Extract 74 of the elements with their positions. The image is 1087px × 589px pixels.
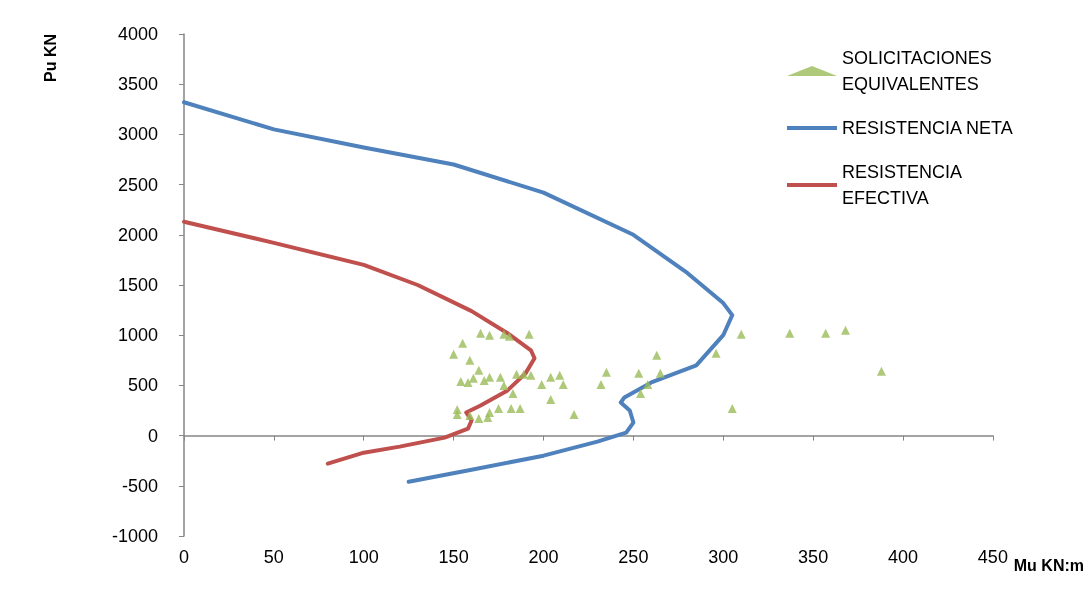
point bbox=[546, 394, 556, 404]
point bbox=[485, 408, 495, 418]
point bbox=[456, 376, 466, 386]
point bbox=[519, 369, 529, 379]
point bbox=[449, 349, 459, 359]
y-tick-label: 2500 bbox=[117, 174, 158, 195]
point bbox=[596, 379, 606, 389]
point bbox=[601, 367, 611, 377]
x-tick-label: 200 bbox=[528, 547, 559, 567]
x-tick-label: 100 bbox=[348, 547, 379, 567]
x-tick-label: 50 bbox=[263, 547, 284, 567]
point bbox=[494, 403, 504, 413]
point bbox=[569, 410, 579, 420]
point bbox=[474, 414, 484, 424]
point bbox=[555, 370, 565, 380]
point bbox=[655, 368, 665, 378]
point bbox=[524, 329, 534, 339]
x-tick-label: 150 bbox=[438, 547, 469, 567]
x-tick-label: 400 bbox=[887, 547, 919, 567]
point bbox=[463, 377, 473, 387]
point bbox=[495, 372, 505, 382]
point bbox=[474, 365, 484, 375]
point bbox=[711, 348, 721, 358]
x-tick-label: 350 bbox=[798, 547, 829, 567]
y-tick-label: 4000 bbox=[117, 24, 158, 44]
point bbox=[821, 328, 831, 338]
point bbox=[652, 350, 662, 360]
x-tick-label: 0 bbox=[178, 547, 190, 567]
point bbox=[458, 338, 468, 348]
point bbox=[736, 329, 746, 339]
point bbox=[636, 388, 646, 398]
y-tick-label: 0 bbox=[147, 425, 158, 446]
point bbox=[546, 372, 556, 382]
point bbox=[537, 379, 547, 389]
point bbox=[479, 375, 489, 385]
point bbox=[465, 411, 475, 421]
point bbox=[634, 368, 644, 378]
y-tick-label: 2000 bbox=[117, 224, 158, 245]
point bbox=[506, 403, 516, 413]
point bbox=[727, 403, 737, 413]
legend-label: RESISTENCIA EFECTIVA bbox=[842, 162, 967, 208]
x-tick-label: 250 bbox=[618, 547, 649, 567]
point bbox=[476, 328, 486, 338]
point bbox=[508, 388, 518, 398]
point bbox=[515, 403, 525, 413]
y-axis-title: Pu KN bbox=[41, 34, 59, 82]
y-tick-label: 1500 bbox=[117, 275, 158, 295]
line-series bbox=[182, 219, 537, 466]
legend-label: RESISTENCIA NETA bbox=[842, 118, 1013, 138]
line-series bbox=[182, 100, 735, 484]
point bbox=[485, 372, 495, 382]
y-tick-label: -500 bbox=[121, 475, 158, 496]
point bbox=[876, 366, 886, 376]
point bbox=[499, 380, 509, 390]
legend-label: SOLICITACIONES EQUIVALENTES bbox=[842, 48, 997, 94]
point bbox=[840, 325, 850, 335]
point bbox=[468, 373, 478, 383]
y-tick-label: 3500 bbox=[117, 74, 158, 95]
point bbox=[558, 379, 568, 389]
point bbox=[512, 369, 522, 379]
y-tick-label: -1000 bbox=[111, 526, 158, 546]
x-axis-title: Mu KN:m bbox=[1013, 557, 1084, 575]
y-tick-label: 1000 bbox=[117, 325, 158, 346]
point bbox=[452, 410, 462, 420]
y-tick-label: 3000 bbox=[117, 124, 158, 145]
point bbox=[504, 331, 514, 341]
x-tick-label: 300 bbox=[708, 547, 739, 567]
point bbox=[465, 355, 475, 365]
point bbox=[643, 379, 653, 389]
point bbox=[785, 328, 795, 338]
point bbox=[526, 370, 536, 380]
y-tick-label: 500 bbox=[127, 375, 158, 396]
point bbox=[485, 330, 495, 340]
x-tick-label: 450 bbox=[977, 547, 1008, 567]
